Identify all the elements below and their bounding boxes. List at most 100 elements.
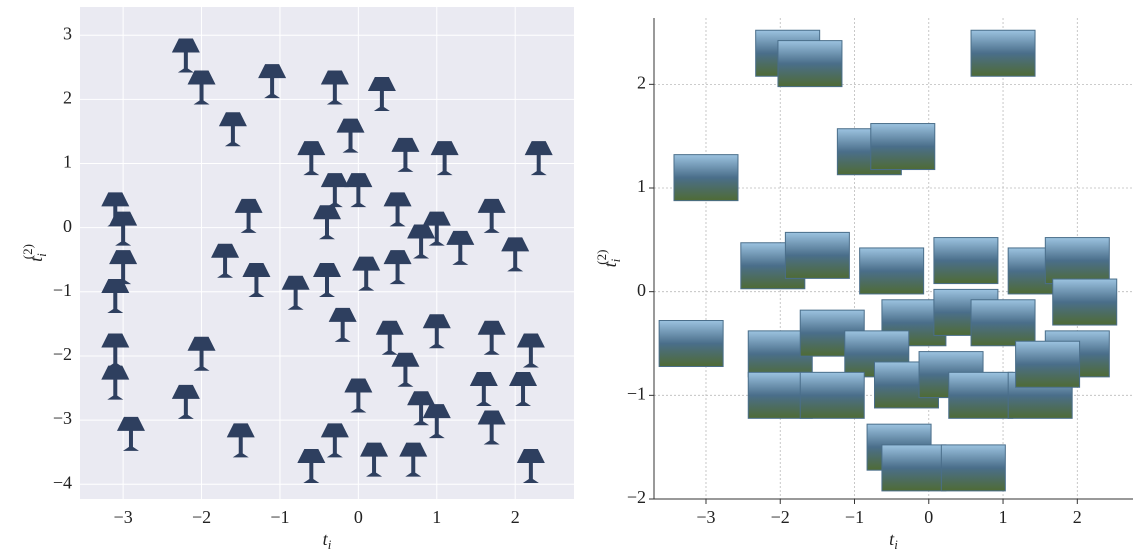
lamp-marker	[328, 307, 357, 342]
lamp-marker	[430, 141, 459, 176]
photo-marker	[970, 29, 1036, 77]
photo-marker	[777, 40, 843, 88]
lamp-marker	[407, 391, 436, 426]
lamp-marker	[297, 141, 326, 176]
y-axis-label: ti(2)	[594, 250, 623, 268]
x-tick-label: 1	[432, 507, 441, 527]
photo-marker	[970, 299, 1036, 347]
y-tick-label: 2	[637, 72, 646, 92]
y-tick-label: 2	[63, 87, 72, 107]
lamp-marker	[344, 173, 373, 208]
lamp-marker	[116, 416, 145, 451]
lamp-marker	[516, 449, 545, 484]
photo-marker	[859, 247, 925, 295]
x-tick-label: −3	[696, 507, 715, 527]
lamp-marker	[281, 275, 310, 310]
lamp-marker	[422, 314, 451, 349]
lamp-marker	[109, 250, 138, 285]
lamp-marker	[313, 205, 341, 240]
lamp-marker	[360, 442, 389, 477]
label-part: (2)	[594, 250, 609, 265]
x-tick-label: 0	[354, 507, 363, 527]
photo-marker	[940, 444, 1006, 492]
lamp-marker	[101, 279, 130, 314]
lamp-marker	[501, 237, 530, 272]
lamp-marker	[422, 404, 451, 439]
lamp-marker	[422, 211, 451, 246]
lamp-marker	[446, 230, 475, 265]
photo-marker	[799, 371, 865, 419]
photo-marker	[933, 237, 999, 285]
lamp-marker	[101, 333, 130, 368]
photo-marker	[870, 123, 936, 171]
x-tick-label: 1	[999, 507, 1008, 527]
x-tick-label: −3	[114, 507, 133, 527]
lamp-marker	[171, 38, 200, 73]
x-axis-label: ti	[323, 529, 332, 550]
lamp-marker	[509, 372, 538, 407]
lamp-marker	[226, 423, 255, 458]
lamp-marker	[375, 320, 404, 355]
lamp-marker	[218, 112, 247, 147]
y-tick-label: −3	[53, 408, 72, 428]
photo-marker	[658, 320, 724, 368]
lamp-marker	[383, 250, 412, 285]
y-tick-label: 3	[63, 23, 72, 43]
lamp-marker	[367, 76, 396, 111]
lamp-marker	[399, 442, 428, 477]
lamp-marker	[516, 333, 545, 368]
label-part: t	[323, 529, 329, 549]
lamp-marker	[469, 372, 498, 407]
y-axis-label: ti(2)	[20, 244, 49, 262]
lamp-marker	[477, 320, 506, 355]
lamp-marker	[383, 192, 412, 227]
x-tick-label: 2	[1073, 507, 1082, 527]
photo-marker	[784, 231, 850, 279]
x-tick-label: −1	[845, 507, 864, 527]
lamp-marker	[101, 365, 130, 400]
y-tick-label: −2	[53, 344, 72, 364]
x-axis-label: ti	[889, 529, 898, 550]
label-part: t	[26, 256, 46, 262]
lamp-marker	[242, 262, 271, 297]
lamp-marker	[171, 384, 200, 419]
x-tick-label: 2	[511, 507, 520, 527]
label-part: i	[328, 537, 332, 550]
y-tick-label: 1	[637, 176, 646, 196]
lamp-marker	[297, 449, 326, 484]
lamp-marker	[477, 410, 506, 445]
label-part: (2)	[20, 244, 35, 259]
x-tick-label: 0	[924, 507, 933, 527]
label-part: i	[608, 258, 623, 262]
lamp-marker	[234, 198, 263, 233]
lamp-marker	[320, 173, 349, 208]
photo-marker	[1015, 340, 1081, 388]
lamp-marker	[258, 64, 287, 99]
y-tick-label: −1	[627, 383, 646, 403]
label-part: t	[600, 261, 620, 267]
lamp-marker	[187, 70, 216, 105]
lamp-marker	[524, 141, 553, 176]
y-tick-label: −1	[53, 280, 72, 300]
lamp-marker	[320, 423, 349, 458]
lamp-marker	[407, 224, 436, 259]
photo-marker	[1044, 237, 1110, 285]
label-part: t	[889, 529, 895, 549]
lamp-marker	[477, 198, 506, 233]
lamp-marker	[391, 137, 420, 172]
photo-marker	[881, 444, 947, 492]
lamp-marker	[109, 211, 138, 246]
lamp-marker	[211, 243, 240, 278]
lamp-marker	[187, 336, 216, 371]
lamp-marker	[391, 352, 420, 387]
y-tick-label: 1	[63, 152, 72, 172]
x-tick-label: −2	[771, 507, 790, 527]
label-part: i	[894, 537, 898, 550]
label-part: i	[34, 253, 49, 257]
lamp-marker	[336, 118, 365, 153]
lamp-marker	[320, 70, 349, 105]
photo-marker	[1052, 278, 1118, 326]
x-tick-label: −1	[270, 507, 289, 527]
lamp-marker	[344, 378, 373, 413]
